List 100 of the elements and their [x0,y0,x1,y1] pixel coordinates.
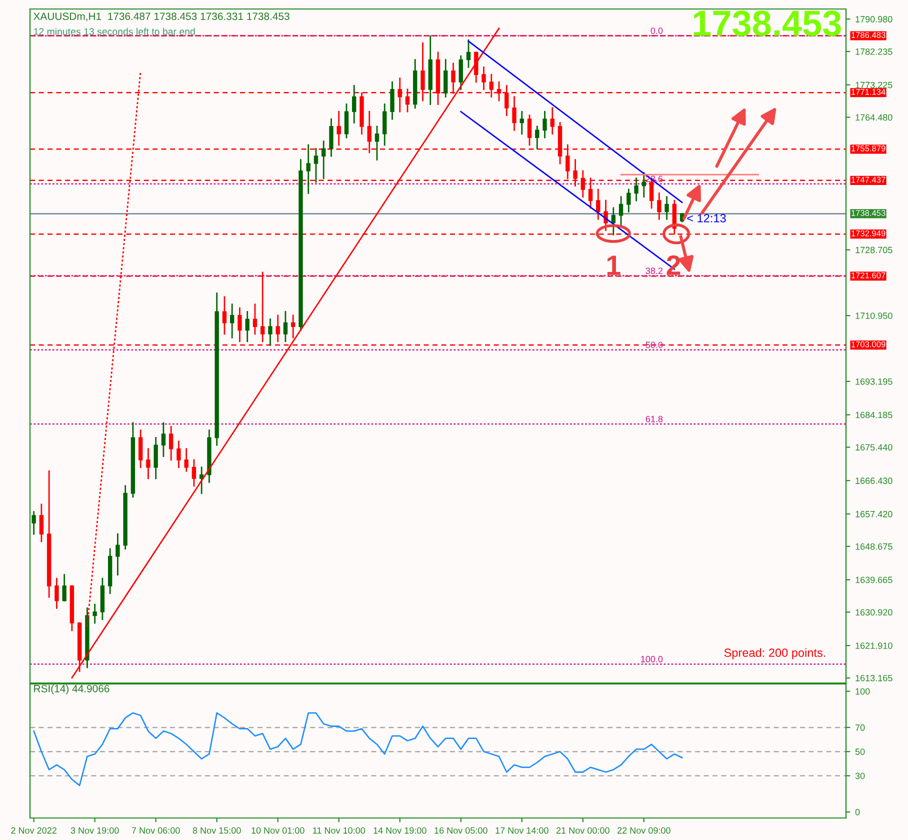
ref-line-label: 1771.134 [852,88,886,95]
candlestick [344,104,349,138]
candlestick [466,39,471,68]
ref-line-label: 1732.949 [852,230,886,236]
annotation: < 12:13 [687,214,726,222]
candlestick [596,188,600,220]
y-tick-label: 1773.225 [856,82,892,88]
candlestick [642,172,646,198]
candlestick [535,126,540,150]
x-tick-label: 7 Nov 06:00 [132,827,180,834]
candlestick [322,140,326,180]
x-tick-label: 2 Nov 2022 [11,827,56,834]
ref-line-label: 1786.483 [852,32,886,38]
y-tick-label: 30 [855,772,865,780]
y-tick-label: 70 [855,724,865,731]
y-tick-label: 1639.665 [856,576,892,584]
candlestick [146,448,150,480]
ref-line-label: 1703.009 [852,341,886,348]
candlestick [634,178,638,202]
candlestick [252,304,258,335]
annotation: 50.0 [646,342,663,348]
candlestick [39,504,44,542]
y-tick-label: 1710.950 [856,312,892,319]
candlestick [458,55,463,90]
candlestick [618,196,624,228]
candlestick [276,314,280,342]
y-tick-label: 1764.480 [856,114,892,121]
x-tick-label: 10 Nov 01:00 [252,827,304,834]
candlestick [520,110,524,135]
candlestick [138,430,143,468]
x-tick-label: 17 Nov 14:00 [496,827,548,834]
candlestick [168,426,174,461]
y-tick-label: 1684.185 [856,412,892,418]
chart-title: XAUUSDm,H1 1736.487 1738.453 1736.331 1738.453 [34,12,290,22]
candlestick [92,604,97,624]
y-tick-label: 0 [855,808,860,816]
candlestick [245,311,250,342]
x-tick-label: 16 Nov 05:00 [434,827,488,834]
candlestick [550,107,554,135]
x-tick-label: 21 Nov 00:00 [556,827,610,834]
candlestick [444,59,448,98]
y-tick-label: 1613.165 [856,674,892,682]
line-series [33,712,683,786]
candlestick [352,85,356,124]
candlestick [482,66,486,90]
y-tick-label: 1630.920 [856,609,892,616]
chart-title: RSI(14) 44.9066 [34,684,110,694]
annotation: 38.2 [646,268,663,274]
y-tick-label: 1648.675 [856,543,892,550]
candlestick [32,511,36,535]
candlestick [116,533,120,576]
candlestick [176,440,181,468]
y-tick-label: 1790.980 [856,16,892,22]
y-tick-label: 1657.420 [856,510,892,518]
y-tick-label: 50 [855,748,865,755]
candlestick [192,459,196,487]
candlestick [161,422,166,457]
candlestick [390,81,394,120]
candlestick [611,207,616,236]
candlestick [314,148,318,183]
ref-line-label: 1721.607 [852,272,886,278]
candlestick [230,304,234,338]
candlestick [306,144,310,194]
x-tick-label: 11 Nov 10:00 [313,827,366,834]
candlestick [184,448,188,472]
candlestick [382,104,387,146]
x-tick-label: 8 Nov 15:00 [192,827,241,834]
ref-line-label: 1738.453 [852,210,886,216]
annotation: Spread: 200 points. [724,648,826,660]
x-tick-label: 14 Nov 19:00 [374,827,426,834]
candlestick [222,296,227,335]
text: 12 minutes 13 seconds left to bar end [34,28,195,36]
candlestick [374,126,380,160]
candlestick [268,318,272,346]
annotation: 61.8 [646,416,663,422]
candlestick [62,574,66,602]
x-tick-label: 22 Nov 09:00 [618,827,670,834]
ref-line-label: 1747.437 [852,176,886,183]
candlestick [336,110,341,146]
candlestick [657,192,662,220]
ref-line-label: 1755.879 [852,145,886,152]
y-tick-label: 1621.910 [856,642,892,649]
candlestick [154,437,158,480]
y-tick-label: 1675.440 [856,444,892,451]
annotation: 100.0 [641,656,663,662]
x-tick-label: 3 Nov 19:00 [70,827,119,834]
annotation: 1 [607,256,620,275]
candlestick [512,96,516,131]
candlestick [283,311,288,342]
candlestick [291,314,296,338]
candlestick [542,110,547,138]
candlestick [54,578,59,609]
candlestick [527,114,532,146]
y-tick-label: 1666.430 [856,478,892,484]
annotation: 1738.453 [694,10,841,36]
annotation: 0.0 [650,28,663,34]
candlestick [664,196,669,220]
y-tick-label: 1782.235 [856,48,892,55]
y-tick-label: 1693.195 [856,378,892,385]
candlestick [626,188,631,212]
